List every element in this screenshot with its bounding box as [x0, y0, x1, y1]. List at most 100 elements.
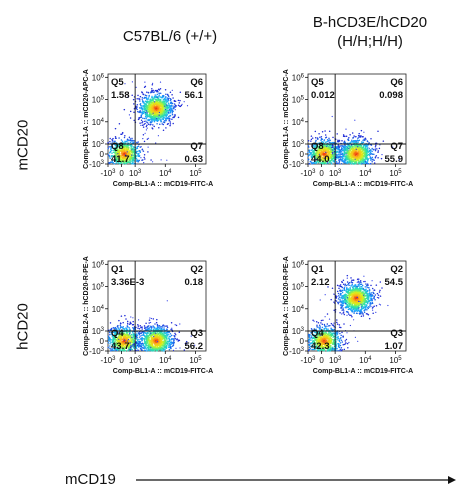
event-dot: [342, 134, 345, 136]
event-dot: [339, 153, 341, 155]
event-dot: [163, 112, 165, 115]
column-title-wildtype-text: C57BL/6 (+/+): [122, 28, 218, 45]
event-dot: [155, 119, 158, 122]
event-dot: [142, 117, 144, 120]
tick-label: 106: [92, 73, 105, 82]
event-dot: [110, 327, 113, 330]
event-dot: [146, 338, 149, 341]
quadrant-percent: 0.63: [185, 154, 204, 165]
event-dot: [124, 337, 127, 340]
event-dot: [352, 158, 355, 160]
event-dot: [154, 98, 156, 100]
event-dot: [158, 111, 160, 114]
event-dot: [355, 141, 357, 143]
event-dot: [137, 324, 139, 326]
event-dot: [171, 112, 174, 114]
event-dot: [152, 105, 154, 107]
event-dot: [162, 348, 164, 351]
event-dot: [140, 146, 142, 148]
event-dot: [323, 139, 326, 141]
event-dot: [350, 144, 352, 146]
event-dot: [349, 146, 352, 149]
event-dot: [337, 145, 340, 147]
event-dot: [178, 102, 181, 104]
event-dot: [352, 155, 354, 158]
event-dot: [174, 332, 176, 335]
event-dot: [136, 341, 139, 343]
event-dot: [138, 336, 141, 338]
event-dot: [156, 339, 158, 342]
event-dot: [325, 153, 328, 155]
event-dot: [137, 145, 140, 148]
event-dot: [163, 325, 165, 327]
event-dot: [318, 132, 320, 135]
event-dot: [313, 154, 316, 156]
event-dot: [123, 337, 125, 339]
event-dot: [147, 123, 150, 126]
event-dot: [132, 336, 134, 339]
event-dot: [124, 344, 127, 346]
event-dot: [362, 158, 365, 160]
event-dot: [369, 151, 372, 154]
event-dot: [141, 108, 144, 110]
event-dot: [162, 118, 164, 120]
event-dot: [321, 153, 324, 156]
event-dot: [332, 144, 334, 146]
event-dot: [359, 156, 361, 159]
event-dot: [128, 151, 131, 154]
event-dot: [343, 152, 346, 154]
event-dot: [351, 152, 353, 154]
event-dot: [348, 156, 350, 159]
event-dot: [169, 121, 172, 123]
event-dot: [166, 328, 168, 331]
event-dot: [139, 149, 141, 152]
event-dot: [137, 343, 139, 345]
event-dot: [163, 104, 166, 106]
event-dot: [351, 140, 353, 143]
event-dot: [361, 152, 364, 154]
event-dot: [359, 162, 361, 165]
event-dot: [109, 137, 111, 140]
event-dot: [140, 124, 142, 126]
event-dot: [146, 326, 148, 328]
event-dot: [346, 148, 348, 150]
event-dot: [169, 91, 172, 94]
event-dot: [145, 348, 148, 350]
event-dot: [145, 117, 147, 119]
event-dot: [119, 155, 121, 158]
event-dot: [308, 154, 310, 156]
event-dot: [124, 83, 126, 85]
event-dot: [131, 323, 134, 326]
event-dot: [111, 147, 113, 149]
event-dot: [356, 140, 359, 142]
event-dot: [121, 151, 124, 153]
event-dot: [148, 101, 151, 103]
event-dot: [157, 135, 159, 137]
event-dot: [347, 139, 350, 142]
event-dot: [169, 110, 172, 113]
event-dot: [141, 109, 144, 111]
event-dot: [375, 154, 378, 157]
event-dot: [163, 120, 166, 122]
event-dot: [335, 151, 338, 154]
event-dot: [353, 162, 356, 164]
event-dot: [143, 153, 146, 156]
tick-label: 104: [292, 118, 305, 127]
event-dot: [150, 107, 153, 109]
event-dot: [111, 160, 114, 163]
event-dot: [124, 347, 126, 349]
event-dot: [126, 161, 128, 164]
event-dot: [132, 150, 135, 153]
event-dot: [358, 139, 361, 142]
event-dot: [351, 148, 354, 150]
event-dot: [150, 317, 152, 320]
event-dot: [130, 139, 133, 142]
event-dot: [308, 149, 310, 152]
event-dot: [310, 149, 313, 152]
event-dot: [127, 160, 129, 163]
event-dot: [136, 108, 138, 111]
event-dot: [128, 333, 131, 335]
event-dot: [315, 157, 318, 159]
event-dot: [150, 321, 152, 324]
event-dot: [322, 159, 325, 162]
